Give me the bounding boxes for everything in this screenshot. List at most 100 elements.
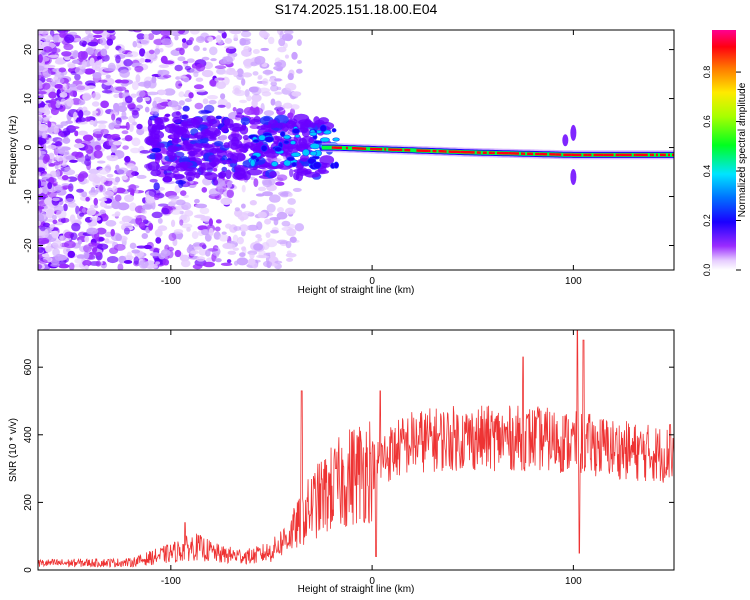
heat-blob (131, 110, 140, 119)
heat-blob (91, 91, 102, 101)
heat-blob (102, 190, 114, 197)
heat-blob (199, 242, 206, 248)
x-tick-label: 100 (565, 576, 582, 587)
heat-blob (275, 122, 287, 129)
heat-blob (233, 226, 242, 231)
heat-blob (170, 209, 182, 215)
heat-blob (92, 71, 102, 79)
heat-blob (157, 69, 163, 77)
heat-blob (108, 139, 115, 147)
heat-blob (301, 127, 310, 138)
colorbar-tick-label: 0.8 (702, 66, 712, 79)
heat-blob (274, 260, 283, 264)
heat-blob (73, 143, 85, 149)
heat-blob (138, 221, 146, 229)
heat-blob (277, 46, 287, 53)
heat-blob (103, 67, 116, 72)
heat-blob (209, 46, 218, 56)
x-tick-label: 0 (369, 276, 375, 287)
heat-blob (181, 38, 187, 43)
heat-blob (128, 123, 134, 133)
heat-blob (110, 228, 115, 237)
heat-blob (47, 144, 57, 150)
heat-blob (123, 227, 131, 235)
heat-blob (74, 73, 81, 81)
heat-blob (38, 90, 47, 95)
heat-blob (76, 83, 86, 93)
heat-blob (270, 229, 279, 234)
y-tick-label: 20 (23, 44, 34, 56)
heat-blob (79, 64, 86, 70)
heat-blob (194, 198, 200, 204)
y-tick-label: 600 (23, 358, 34, 375)
heat-blob (277, 206, 285, 213)
heat-blob (89, 216, 102, 222)
heat-blob (124, 95, 133, 104)
heat-blob (212, 167, 218, 172)
heat-blob (181, 202, 192, 211)
heat-blob (269, 251, 277, 258)
heat-blob (120, 79, 130, 84)
heat-blob (92, 247, 98, 253)
heat-blob (100, 100, 109, 109)
heat-blob (68, 83, 77, 88)
heat-blob (73, 219, 82, 224)
heat-blob (89, 204, 96, 209)
heat-blob (77, 106, 83, 112)
heat-blob (77, 51, 86, 60)
heat-blob (44, 64, 56, 69)
heat-blob (302, 148, 310, 157)
heat-blob (77, 173, 85, 182)
heat-blob (184, 98, 192, 103)
heat-blob (71, 151, 80, 158)
heat-blob (254, 55, 266, 65)
heat-blob (111, 113, 116, 121)
heat-blob (38, 65, 45, 71)
heat-blob (262, 260, 273, 268)
heat-blob (275, 181, 285, 186)
heat-blob (52, 219, 58, 225)
heat-blob (297, 60, 302, 65)
heat-blob (54, 253, 65, 262)
heat-blob (199, 207, 210, 215)
heat-blob (136, 90, 146, 98)
heat-blob (83, 251, 90, 260)
heat-blob (257, 76, 262, 80)
heat-blob (91, 101, 100, 107)
y-tick-label: 10 (23, 93, 34, 105)
heat-blob (200, 171, 213, 176)
heat-blob (195, 35, 205, 44)
heat-blob (194, 102, 204, 110)
heat-blob (68, 262, 75, 270)
heat-blob (43, 46, 53, 53)
heat-blob (208, 154, 224, 162)
heat-blob (253, 116, 261, 123)
heat-blob (86, 207, 97, 216)
heat-blob (270, 81, 278, 87)
heat-blob (281, 220, 291, 227)
heat-blob (151, 211, 163, 219)
heat-blob (240, 30, 251, 33)
heat-blob (180, 214, 187, 221)
heat-blob (287, 192, 293, 197)
heat-blob (177, 56, 186, 62)
heat-blob (123, 194, 135, 203)
heat-blob (269, 194, 281, 203)
heat-blob (292, 187, 302, 192)
heat-blob (121, 175, 128, 181)
heat-blob (253, 243, 264, 251)
heat-blob (215, 115, 223, 120)
heat-blob (196, 256, 206, 262)
heat-blob (60, 217, 66, 224)
heat-blob (134, 65, 144, 73)
heat-blob (241, 184, 246, 193)
heat-blob (270, 85, 279, 92)
heat-blob (179, 114, 188, 120)
heat-blob (274, 146, 283, 152)
heat-blob (188, 92, 194, 99)
heat-blob (274, 100, 282, 108)
y-tick-label: 400 (23, 426, 34, 443)
heat-blob (95, 227, 107, 235)
heat-blob (265, 232, 271, 238)
heat-blob (53, 76, 59, 81)
